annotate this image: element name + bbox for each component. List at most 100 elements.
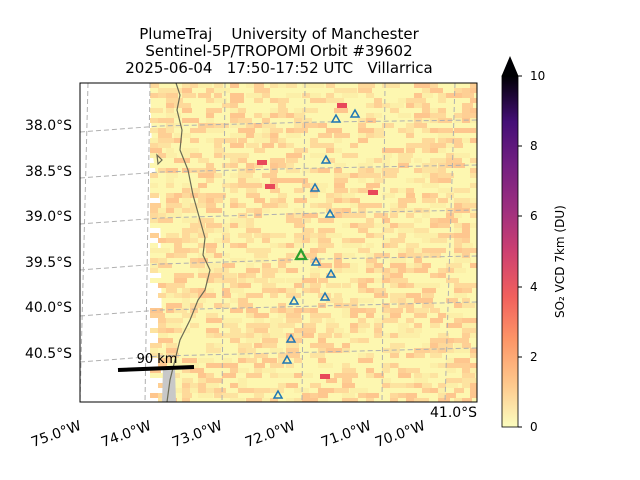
so2-pixel xyxy=(406,353,414,358)
so2-pixel xyxy=(422,343,432,348)
so2-pixel xyxy=(262,173,277,178)
so2-pixel xyxy=(230,238,241,243)
so2-pixel xyxy=(454,88,466,93)
so2-pixel xyxy=(422,248,432,253)
so2-pixel xyxy=(246,398,255,402)
so2-pixel xyxy=(382,318,390,323)
so2-pixel xyxy=(454,188,470,193)
so2-pixel xyxy=(150,208,158,213)
so2-pixel xyxy=(294,363,308,368)
so2-pixel xyxy=(326,273,335,278)
so2-pixel xyxy=(398,228,415,233)
so2-pixel xyxy=(270,363,284,368)
so2-pixel xyxy=(358,228,368,233)
so2-pixel xyxy=(342,293,355,298)
so2-pixel xyxy=(166,108,181,113)
so2-pixel xyxy=(302,238,310,243)
so2-pixel xyxy=(310,128,320,133)
so2-pixel xyxy=(174,388,182,393)
so2-pixel xyxy=(302,298,312,303)
so2-pixel xyxy=(390,398,398,402)
so2-pixel xyxy=(286,343,299,348)
so2-pixel xyxy=(246,223,261,228)
so2-pixel xyxy=(430,318,443,323)
so2-pixel xyxy=(414,208,427,213)
so2-pixel xyxy=(454,208,471,213)
so2-pixel xyxy=(222,143,231,148)
so2-pixel xyxy=(462,333,475,338)
so2-pixel xyxy=(358,358,373,363)
so2-pixel xyxy=(398,333,411,338)
so2-pixel xyxy=(166,318,183,323)
so2-pixel xyxy=(238,303,253,308)
so2-pixel xyxy=(438,298,447,303)
so2-pixel xyxy=(462,368,476,373)
so2-pixel xyxy=(406,368,420,373)
so2-pixel xyxy=(350,398,359,402)
so2-pixel xyxy=(462,233,477,238)
so2-pixel xyxy=(302,218,311,223)
so2-pixel xyxy=(374,108,382,113)
so2-pixel xyxy=(390,298,399,303)
so2-pixel xyxy=(238,368,249,373)
so2-pixel xyxy=(270,203,280,208)
so2-pixel xyxy=(462,238,477,243)
so2-pixel xyxy=(254,83,264,88)
so2-pixel xyxy=(422,388,431,393)
so2-pixel xyxy=(366,273,379,278)
so2-pixel xyxy=(262,343,277,348)
so2-pixel xyxy=(358,328,367,333)
so2-pixel xyxy=(206,378,216,383)
so2-pixel xyxy=(222,323,238,328)
so2-pixel xyxy=(374,223,382,228)
so2-pixel xyxy=(430,218,441,223)
so2-pixel xyxy=(470,298,477,303)
so2-pixel xyxy=(398,253,410,258)
so2-pixel xyxy=(158,183,166,188)
so2-pixel xyxy=(462,128,476,133)
so2-pixel xyxy=(326,178,334,183)
so2-pixel xyxy=(438,198,448,203)
lat-label-39-5: 39.5°S xyxy=(24,255,72,271)
so2-pixel xyxy=(470,253,477,258)
so2-pixel xyxy=(342,208,351,213)
so2-pixel xyxy=(454,293,467,298)
so2-pixel xyxy=(246,168,255,173)
so2-pixel xyxy=(326,128,342,133)
so2-pixel xyxy=(414,98,426,103)
so2-pixel xyxy=(222,153,239,158)
so2-pixel xyxy=(414,363,431,368)
so2-pixel xyxy=(350,333,361,338)
so2-pixel xyxy=(158,88,166,93)
so2-pixel xyxy=(198,243,207,248)
so2-pixel xyxy=(366,168,376,173)
so2-pixel xyxy=(238,378,247,383)
so2-pixel xyxy=(286,103,297,108)
so2-pixel xyxy=(206,263,221,268)
so2-pixel xyxy=(238,153,249,158)
so2-pixel xyxy=(470,388,477,393)
so2-pixel xyxy=(174,158,190,163)
so2-pixel xyxy=(206,203,216,208)
so2-pixel xyxy=(270,288,279,293)
so2-pixel xyxy=(366,373,376,378)
so2-pixel xyxy=(182,88,192,93)
so2-pixel xyxy=(390,293,406,298)
so2-pixel xyxy=(254,93,262,98)
so2-pixel xyxy=(262,288,276,293)
so2-pixel xyxy=(174,303,186,308)
so2-pixel xyxy=(214,193,226,198)
so2-pixel xyxy=(294,278,309,283)
so2-pixel xyxy=(318,333,332,338)
so2-pixel xyxy=(190,388,201,393)
so2-pixel xyxy=(310,378,326,383)
so2-pixel xyxy=(198,273,212,278)
so2-pixel xyxy=(222,183,235,188)
so2-pixel xyxy=(278,208,286,213)
so2-pixel xyxy=(278,233,288,238)
so2-pixel xyxy=(294,188,304,193)
so2-pixel xyxy=(414,323,422,328)
so2-pixel xyxy=(390,318,398,323)
so2-pixel xyxy=(358,283,367,288)
so2-pixel xyxy=(374,368,385,373)
